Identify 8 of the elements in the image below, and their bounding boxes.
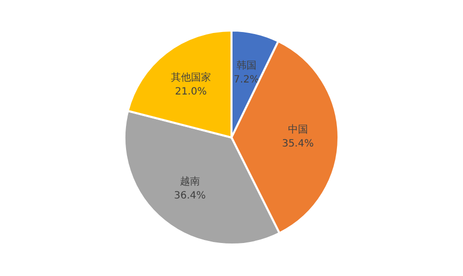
data-label: 36.4% — [174, 190, 206, 202]
data-label: 21.0% — [174, 86, 207, 98]
data-label: 7.2% — [234, 74, 260, 86]
slice-label: 越南 — [180, 176, 200, 188]
slice-label: 中国 — [288, 124, 308, 136]
slice-label: 韩国 — [236, 59, 256, 72]
data-label: 35.4% — [282, 138, 314, 150]
slice-label: 其他国家 — [170, 72, 211, 84]
